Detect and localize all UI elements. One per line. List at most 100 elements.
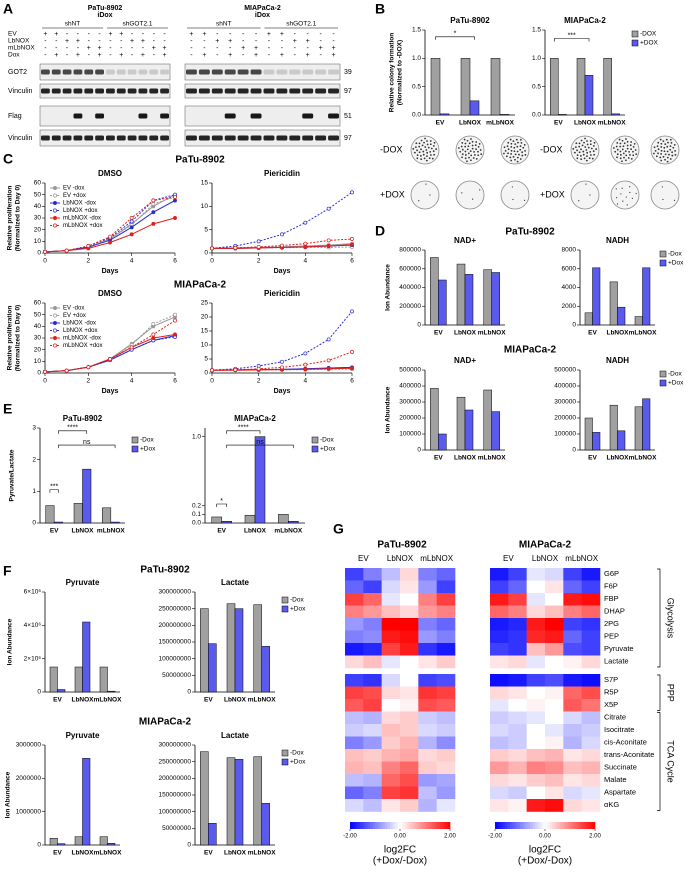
x-tick-label: mLbNOX [486, 120, 514, 127]
heatmap-cell [381, 593, 401, 606]
colony-dot [657, 141, 660, 144]
lane-sign: + [228, 38, 232, 45]
lane-sign: + [76, 38, 80, 45]
colony-dot [469, 159, 472, 162]
mw-marker: 97 [344, 88, 352, 95]
lane-sign: + [202, 31, 206, 38]
heatmap-cell [563, 799, 582, 812]
lane-sign: - [203, 38, 206, 45]
colorbar-step [515, 822, 518, 829]
colony-dot [660, 146, 663, 148]
x-tick-label: LbNOX [71, 850, 94, 857]
colony-dot [674, 149, 676, 152]
lane-sign: - [216, 31, 219, 38]
y-tick-label: 4×10⁶ [24, 622, 42, 629]
colorbar-step [412, 822, 416, 829]
colorbar-step [410, 822, 413, 829]
heatmap-cell [345, 655, 364, 669]
heatmap-cell [345, 749, 364, 762]
blot-band [138, 113, 148, 119]
heatmap-cell [508, 643, 527, 656]
heatmap-cell [526, 799, 546, 812]
bar [49, 666, 58, 693]
blot-band [62, 88, 72, 94]
colorbar-step [417, 822, 421, 829]
group-title: MIAPaCa-2 [139, 717, 192, 728]
colony-dot [578, 200, 580, 202]
y-tick-label: 6×10⁶ [24, 589, 42, 596]
y-tick-label: 40 [34, 323, 42, 330]
colony-dot [619, 145, 622, 148]
heatmap-cell [545, 686, 564, 700]
bar [278, 514, 289, 524]
bar [53, 521, 63, 524]
colorbar-step [425, 822, 428, 829]
y-tick-label: 15 [201, 328, 209, 335]
colony-dot [513, 146, 516, 149]
legend-swatch [281, 749, 289, 757]
colony-dot [430, 147, 433, 150]
row-label: Succinate [604, 763, 637, 772]
x-axis-label: Days [274, 268, 291, 275]
heatmap-cell [581, 749, 601, 762]
colorbar-step [587, 822, 591, 829]
colony-dot [669, 148, 672, 151]
heatmap-cell [381, 643, 401, 656]
colony-dot [623, 156, 625, 159]
lane-sign: - [44, 38, 47, 45]
data-point [64, 368, 69, 373]
group-title: MIAPaCa-2 [174, 280, 227, 291]
colony-dot [461, 153, 464, 156]
bar [609, 281, 618, 326]
blot-band [224, 69, 236, 75]
lane-sign: - [131, 52, 134, 59]
colony-dot [480, 153, 483, 155]
data-point [256, 239, 261, 244]
colony-dot [514, 153, 517, 156]
legend-marker [53, 216, 57, 220]
colorbar-step [440, 822, 443, 829]
bar [550, 58, 559, 116]
lane-sign: - [153, 31, 156, 38]
colorbar-step [432, 822, 436, 829]
heatmap-cell [508, 580, 527, 594]
x-tick-label: EV [53, 697, 62, 704]
colorbar-step [497, 822, 501, 829]
bar [592, 267, 601, 326]
y-tick-label: 0 [37, 842, 41, 849]
heatmap-cell [490, 699, 509, 712]
lane-sign: - [281, 38, 284, 45]
blot-band [289, 135, 301, 141]
colony-dot [653, 152, 655, 155]
blot-band [302, 88, 314, 94]
legend-marker [53, 313, 57, 318]
colony-dot [671, 154, 674, 157]
heatmap-cell [545, 674, 564, 687]
heatmap-cell [545, 593, 564, 606]
x-tick-label: 4 [130, 378, 134, 385]
heatmap-cell [400, 605, 419, 619]
y-tick-label: 10 [34, 358, 42, 365]
chart-title: NADH [606, 356, 629, 365]
heatmap-cell [418, 605, 437, 619]
x-tick-label: 0 [210, 258, 214, 265]
y-tick-label: 60 [34, 300, 42, 307]
y-axis-label: Relative proliferation [7, 306, 14, 371]
x-tick-label: LbNOX [71, 697, 94, 704]
x-axis-label: Days [274, 388, 291, 395]
colony-dot [503, 146, 506, 149]
column-label: mLbNOX [420, 554, 454, 563]
colony-dot [663, 150, 666, 153]
colorbar-step [380, 822, 383, 829]
colony-dot [423, 141, 425, 144]
y-tick-label: 4000 [562, 284, 577, 291]
colony-dot [631, 197, 633, 200]
colony-label: -DOX [540, 144, 563, 154]
heatmap-cell [363, 786, 382, 800]
bar [617, 430, 626, 451]
colony-dot [664, 153, 667, 156]
data-point [64, 248, 69, 253]
lane-sign: - [44, 52, 47, 59]
y-tick-label: 1.0 [192, 433, 201, 440]
colony-dot [521, 154, 524, 157]
